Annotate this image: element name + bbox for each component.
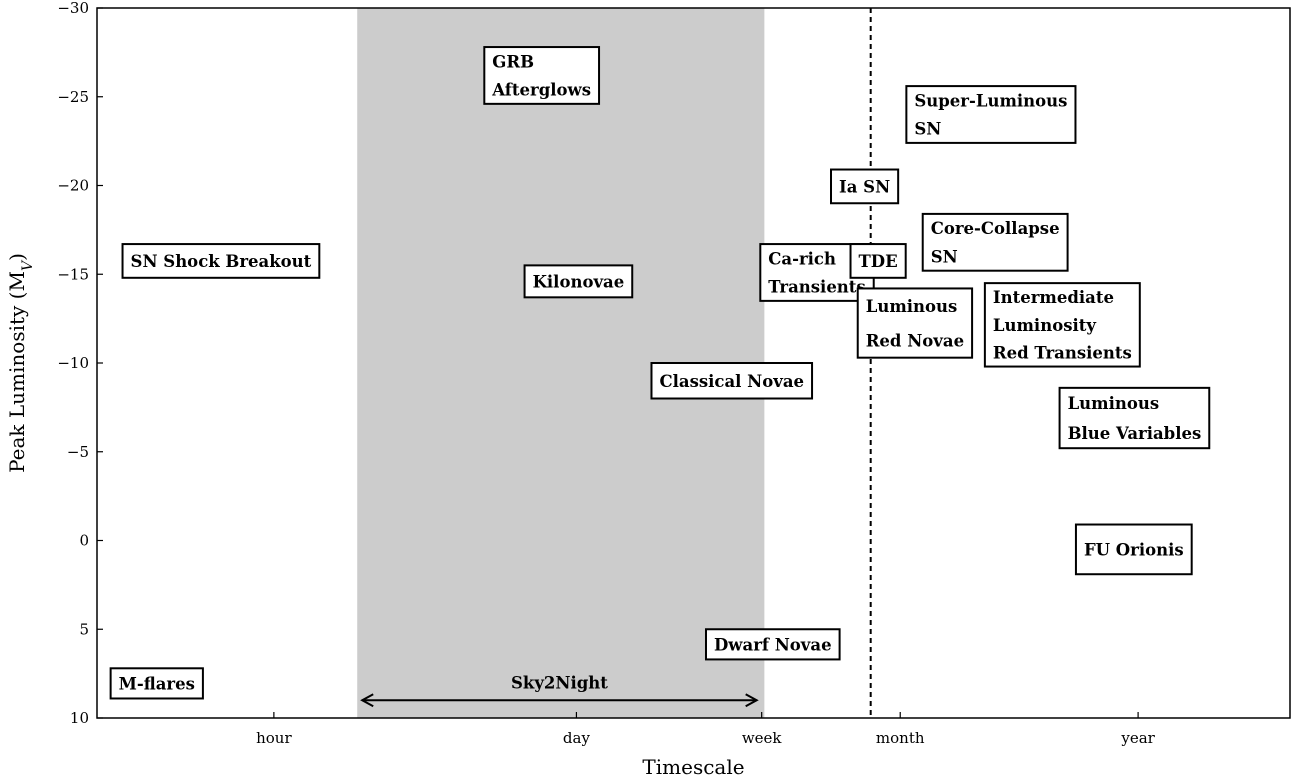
transient-label: Red Transients [993, 344, 1132, 363]
transient-label: Ca-rich [768, 249, 836, 268]
x-tick-label: day [563, 729, 591, 747]
y-tick-label: −30 [57, 0, 89, 17]
x-tick-label: year [1120, 729, 1155, 747]
transient-box-frame [1074, 523, 1193, 576]
transient-box: Intermediate Luminosity Red Transients [983, 282, 1141, 368]
transient-box: Ia SN [830, 168, 900, 205]
transient-label: SN Shock Breakout [131, 252, 312, 271]
transient-label: Kilonovae [533, 272, 625, 291]
transient-box-frame [856, 287, 974, 359]
transient-label: Luminosity [993, 316, 1097, 335]
transient-label: FU Orionis [1084, 540, 1184, 559]
y-axis-title-main: Peak Luminosity (M [5, 271, 29, 473]
transient-box: Luminous Red Novae [856, 287, 974, 359]
transient-box-frame [849, 243, 907, 279]
transient-box: Luminous Blue Variables [1058, 386, 1211, 450]
transient-label: SN [914, 120, 941, 139]
transient-label: Ia SN [839, 177, 890, 196]
transient-label: Intermediate [993, 288, 1114, 307]
transient-box-frame [905, 85, 1077, 144]
y-tick-label: −15 [57, 265, 89, 283]
span-arrow-left-head [360, 693, 374, 708]
transient-label: Luminous [866, 297, 958, 316]
span-arrow-label: Sky2Night [511, 673, 608, 692]
y-tick-label: 5 [79, 620, 89, 638]
transient-label: Classical Novae [659, 372, 804, 391]
y-tick-label: 10 [70, 709, 89, 727]
transient-label: GRB [492, 52, 534, 71]
transient-box-frame [483, 46, 601, 105]
transient-box-frame [704, 628, 841, 661]
transient-box: FU Orionis [1074, 523, 1193, 576]
y-tick-label: −25 [57, 88, 89, 106]
transient-label: Dwarf Novae [714, 635, 832, 654]
transient-box: TDE [849, 243, 907, 279]
transient-label: Super-Luminous [914, 91, 1067, 110]
y-axis-title: Peak Luminosity (MV) [5, 253, 36, 473]
transient-label: M-flares [119, 674, 195, 693]
transient-box-frame [983, 282, 1141, 368]
transient-box-frame [921, 212, 1069, 272]
transient-label: Red Novae [866, 331, 964, 350]
y-tick-label: −10 [57, 354, 89, 372]
y-axis-title-close: ) [5, 253, 29, 261]
x-tick-label: month [876, 729, 925, 747]
transient-box: Kilonovae [523, 264, 634, 299]
y-tick-label: −5 [67, 443, 89, 461]
transient-box: GRB Afterglows [483, 46, 601, 105]
plot-area: −30 −25 −20 −15 −10 −5 0 5 10 hour day week month yea… [57, 0, 1291, 747]
span-arrow-right-head [745, 693, 759, 708]
transient-label: SN [931, 248, 958, 267]
transient-label: Blue Variables [1068, 424, 1202, 443]
transient-box-frame [1058, 386, 1211, 450]
x-tick-label: week [742, 729, 783, 747]
transient-box: Classical Novae [650, 362, 814, 400]
transient-label: Transients [768, 278, 865, 297]
transient-box: M-flares [109, 667, 204, 700]
transient-box-frame [830, 168, 900, 205]
transient-box: Dwarf Novae [704, 628, 841, 661]
transient-box-frame [109, 667, 204, 700]
transient-box-frame [523, 264, 634, 299]
y-axis-title-subscript: V [20, 259, 36, 271]
x-axis-title: Timescale [642, 755, 744, 779]
y-tick-label: 0 [79, 532, 89, 550]
transient-label: Afterglows [491, 81, 591, 100]
transient-box: Super-Luminous SN [905, 85, 1077, 144]
x-tick-label: hour [256, 729, 292, 747]
y-tick-label: −20 [57, 177, 89, 195]
transient-label: Luminous [1068, 394, 1160, 413]
transient-box: SN Shock Breakout [121, 243, 321, 279]
transient-label: Core-Collapse [931, 219, 1060, 238]
transient-box: Core-Collapse SN [921, 212, 1069, 272]
transient-box-frame [121, 243, 321, 279]
transient-box-frame [650, 362, 814, 400]
transient-label: TDE [859, 252, 898, 271]
